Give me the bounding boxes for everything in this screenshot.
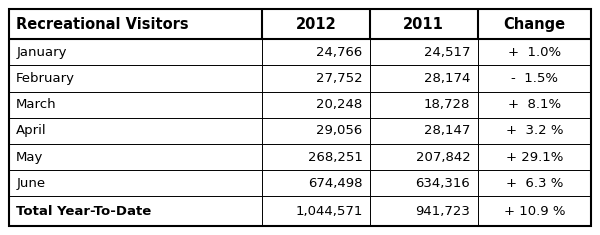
Text: Total Year-To-Date: Total Year-To-Date	[16, 204, 151, 218]
Text: 268,251: 268,251	[308, 151, 362, 164]
Text: -  1.5%: - 1.5%	[511, 72, 558, 85]
Text: 674,498: 674,498	[308, 177, 362, 190]
Text: +  1.0%: + 1.0%	[508, 46, 561, 59]
Text: June: June	[16, 177, 46, 190]
Text: 2012: 2012	[296, 17, 337, 32]
Text: April: April	[16, 124, 47, 137]
Text: May: May	[16, 151, 44, 164]
Text: 20,248: 20,248	[316, 98, 362, 111]
Text: 24,517: 24,517	[424, 46, 470, 59]
Text: 18,728: 18,728	[424, 98, 470, 111]
Text: Change: Change	[503, 17, 565, 32]
Text: 24,766: 24,766	[316, 46, 362, 59]
Text: 28,147: 28,147	[424, 124, 470, 137]
Text: + 29.1%: + 29.1%	[506, 151, 563, 164]
Text: March: March	[16, 98, 57, 111]
Text: 27,752: 27,752	[316, 72, 362, 85]
Text: 29,056: 29,056	[316, 124, 362, 137]
Text: + 10.9 %: + 10.9 %	[503, 204, 565, 218]
Text: 941,723: 941,723	[415, 204, 470, 218]
Text: Recreational Visitors: Recreational Visitors	[16, 17, 189, 32]
Text: 2011: 2011	[403, 17, 444, 32]
Text: 634,316: 634,316	[416, 177, 470, 190]
Text: 28,174: 28,174	[424, 72, 470, 85]
Text: 207,842: 207,842	[416, 151, 470, 164]
Text: +  8.1%: + 8.1%	[508, 98, 561, 111]
Text: January: January	[16, 46, 67, 59]
Text: February: February	[16, 72, 75, 85]
Text: +  3.2 %: + 3.2 %	[506, 124, 563, 137]
Text: +  6.3 %: + 6.3 %	[506, 177, 563, 190]
Text: 1,044,571: 1,044,571	[295, 204, 362, 218]
